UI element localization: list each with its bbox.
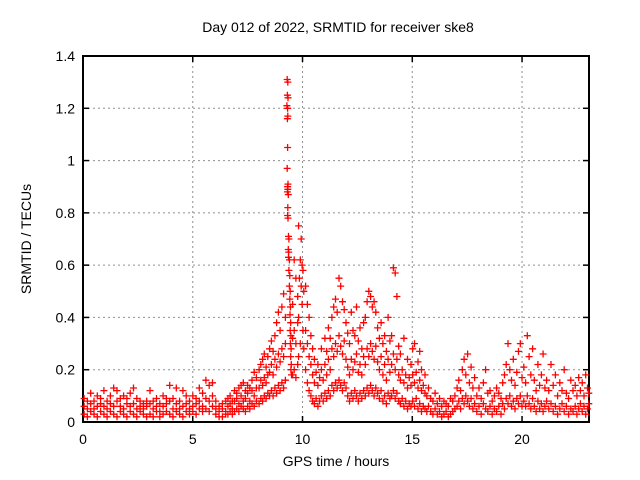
x-tick-label: 15 xyxy=(404,431,420,447)
y-tick-label: 0.2 xyxy=(56,362,76,378)
y-tick-label: 0.8 xyxy=(56,205,76,221)
y-tick-label: 0.6 xyxy=(56,257,76,273)
chart-title: Day 012 of 2022, SRMTID for receiver ske… xyxy=(202,19,474,35)
data-points xyxy=(80,76,593,421)
x-axis-label: GPS time / hours xyxy=(283,453,390,469)
scatter-markers xyxy=(80,76,593,421)
grid-lines xyxy=(83,56,589,422)
y-tick-label: 0 xyxy=(67,414,75,430)
y-tick-label: 1.2 xyxy=(56,100,76,116)
y-tick-label: 0.4 xyxy=(56,309,76,325)
plot-border xyxy=(82,55,590,423)
tick-labels: 0 5 10 15 20 0 0.2 0.4 0.6 0.8 1 1.2 1.4 xyxy=(56,48,531,447)
y-tick-label: 1 xyxy=(67,153,75,169)
x-tick-label: 0 xyxy=(79,431,87,447)
x-tick-label: 10 xyxy=(295,431,311,447)
y-axis-label: SRMTID / TECUs xyxy=(18,184,34,294)
x-tick-label: 20 xyxy=(514,431,530,447)
y-tick-label: 1.4 xyxy=(56,48,76,64)
x-tick-label: 5 xyxy=(189,431,197,447)
